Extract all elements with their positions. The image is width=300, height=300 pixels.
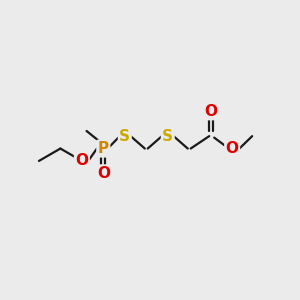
Text: O: O <box>97 166 110 181</box>
Text: S: S <box>119 129 130 144</box>
Bar <box>119 132 130 140</box>
Text: O: O <box>204 104 217 119</box>
Bar <box>227 145 237 153</box>
Text: O: O <box>75 153 88 168</box>
Bar <box>206 107 216 116</box>
Bar <box>98 145 108 153</box>
Text: S: S <box>162 129 173 144</box>
Bar <box>77 157 87 165</box>
Text: O: O <box>226 141 239 156</box>
Bar <box>98 169 108 177</box>
Text: P: P <box>98 141 109 156</box>
Bar <box>162 132 173 140</box>
